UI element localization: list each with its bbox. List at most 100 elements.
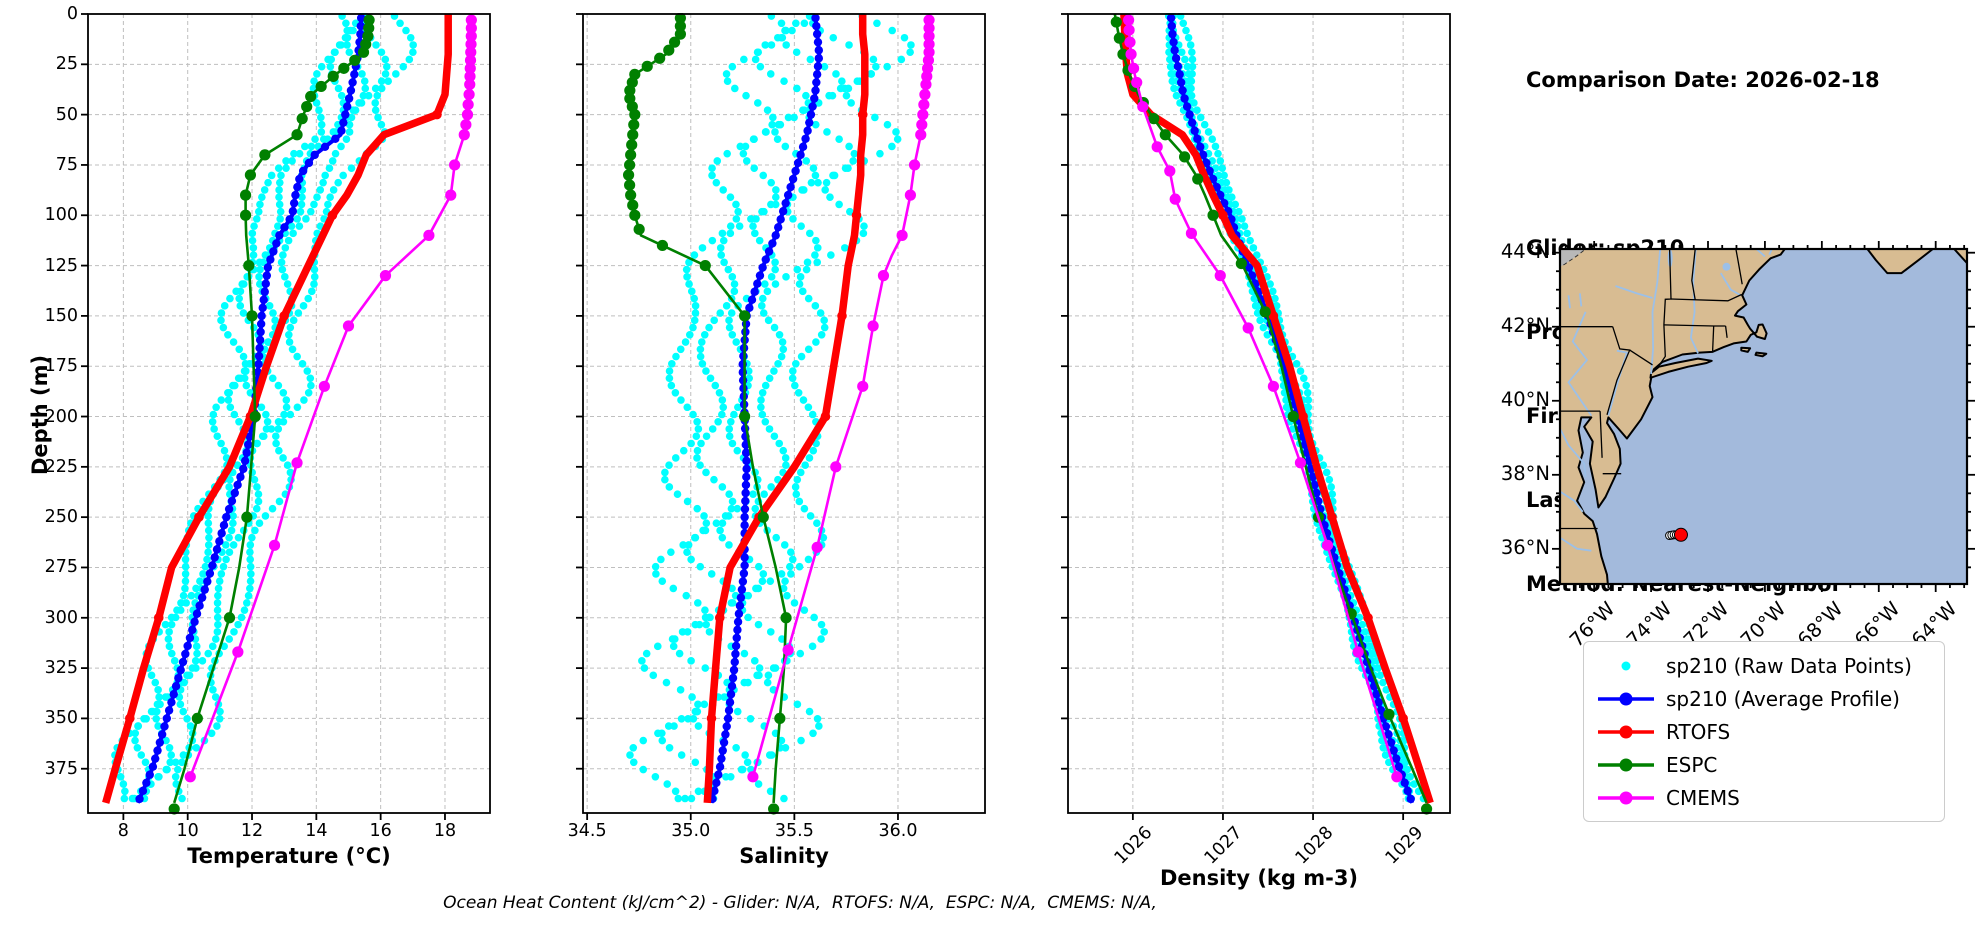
espc-series <box>1110 13 1433 815</box>
legend-item-espc: ESPC <box>1596 748 1932 781</box>
rtofs-swatch-icon <box>1596 719 1656 745</box>
axis-ticks <box>1061 13 1405 820</box>
gridlines <box>1068 14 1450 813</box>
river <box>1567 311 1593 417</box>
depth-tick-label: 300 <box>44 607 78 628</box>
ocean-heat-content-note: Ocean Heat Content (kJ/cm^2) - Glider: N… <box>443 893 1157 913</box>
latitude-tick-label: 44°N <box>1500 239 1550 263</box>
salinity-plot <box>574 13 987 823</box>
river <box>1689 249 1699 354</box>
density-plot <box>1059 13 1452 823</box>
depth-tick-label: 0 <box>66 4 78 24</box>
river <box>1720 272 1742 297</box>
plot-frame <box>1067 13 1451 814</box>
density-axis-title: Density (kg m-3) <box>1159 866 1359 890</box>
raw-data-points <box>111 13 417 803</box>
comparison-date-line: Comparison Date: 2026-02-18 <box>1526 68 1880 92</box>
river <box>1560 536 1592 552</box>
depth-tick-label: 25 <box>55 54 78 75</box>
location-map <box>1548 237 1978 596</box>
state-border <box>1735 249 1743 285</box>
latitude-tick-label: 36°N <box>1500 535 1550 559</box>
state-border <box>1670 293 1742 302</box>
raw-points-swatch-icon <box>1596 653 1656 679</box>
state-border <box>1660 249 1672 364</box>
legend-label: RTOFS <box>1666 719 1731 744</box>
cmems-series <box>184 14 477 783</box>
depth-tick-label: 125 <box>44 255 78 276</box>
landmass <box>1649 357 1713 379</box>
river <box>1560 428 1587 477</box>
average-profile-series <box>135 13 366 804</box>
cmems-swatch-icon <box>1596 785 1656 811</box>
river <box>1567 295 1571 309</box>
legend-swatch-svg <box>1598 758 1654 771</box>
legend-label: CMEMS <box>1666 785 1740 810</box>
depth-tick-label: 225 <box>44 456 78 477</box>
espc-swatch-icon <box>1596 752 1656 778</box>
x-tick-label: 35.0 <box>671 821 711 841</box>
x-tick-label: 10 <box>176 821 199 841</box>
glider-current-position <box>1673 527 1688 542</box>
density-chart-svg <box>1061 13 1451 820</box>
plot-frame <box>582 13 986 814</box>
map-frame <box>1558 247 1969 586</box>
legend-item-raw: sp210 (Raw Data Points) <box>1596 649 1932 682</box>
river <box>1615 285 1653 299</box>
legend-item-rtofs: RTOFS <box>1596 715 1932 748</box>
latitude-tick-label: 42°N <box>1500 313 1550 337</box>
map-content <box>1560 249 1967 584</box>
landmass <box>1560 249 1786 584</box>
landmass <box>1866 249 1934 275</box>
depth-tick-label: 325 <box>44 658 78 679</box>
state-border <box>1724 325 1728 338</box>
temperature-plot <box>79 13 492 823</box>
x-tick-label: 18 <box>433 821 457 841</box>
state-border <box>1599 411 1603 458</box>
river <box>1755 249 1766 258</box>
gray-region <box>1560 249 1587 268</box>
legend-label: sp210 (Average Profile) <box>1666 686 1900 711</box>
cmems-series <box>747 14 935 783</box>
state-border <box>1629 349 1653 366</box>
depth-tick-label: 150 <box>44 305 78 326</box>
depth-tick-label: 175 <box>44 356 78 377</box>
x-tick-label: 1026 <box>1111 822 1157 869</box>
depth-tick-label: 50 <box>55 104 78 125</box>
map-svg <box>1552 241 1975 592</box>
legend-item-average: sp210 (Average Profile) <box>1596 682 1932 715</box>
axis-ticks <box>576 13 899 820</box>
x-tick-label: 14 <box>305 821 328 841</box>
depth-tick-label: 350 <box>44 708 78 729</box>
map-ticks <box>1552 241 1975 592</box>
x-tick-label: 8 <box>117 821 129 841</box>
x-tick-label: 35.5 <box>774 821 814 841</box>
legend-swatch-svg <box>1598 692 1654 705</box>
axis-ticks <box>81 13 446 820</box>
raw-data-points <box>626 13 915 803</box>
depth-tick-label: 275 <box>44 557 78 578</box>
landmass <box>1754 351 1768 358</box>
depth-tick-label: 375 <box>44 758 78 779</box>
espc-series <box>168 13 375 815</box>
cmems-series <box>1123 13 1403 783</box>
latitude-tick-label: 38°N <box>1500 461 1550 485</box>
info-spacer <box>1526 150 1880 178</box>
x-tick-label: 36.0 <box>878 821 918 841</box>
x-tick-label: 34.5 <box>567 821 607 841</box>
river <box>1560 490 1584 513</box>
average-profile-swatch-icon <box>1596 686 1656 712</box>
legend-label: ESPC <box>1666 752 1718 777</box>
landmass <box>1740 346 1752 353</box>
state-border <box>1691 249 1696 300</box>
landmass <box>1953 249 1967 265</box>
lake <box>1722 262 1731 271</box>
x-tick-label: 1029 <box>1381 822 1428 869</box>
river <box>1579 293 1583 307</box>
depth-tick-label: 75 <box>55 154 78 175</box>
legend-label: sp210 (Raw Data Points) <box>1666 653 1912 678</box>
latitude-tick-label: 40°N <box>1500 387 1550 411</box>
glider-position-markers <box>1665 527 1688 542</box>
state-border <box>1606 326 1631 415</box>
salinity-axis-title: Salinity <box>739 844 829 868</box>
